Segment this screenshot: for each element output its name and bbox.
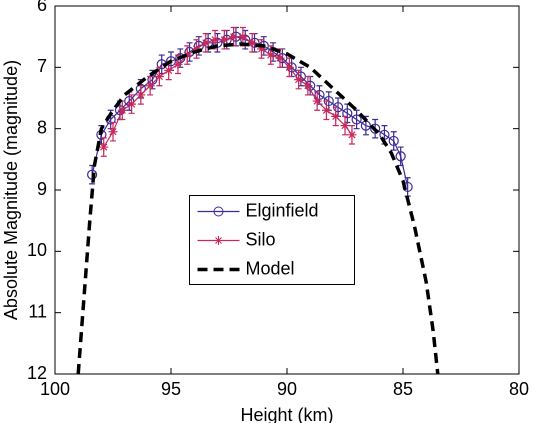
marker	[201, 38, 211, 48]
marker	[340, 121, 350, 131]
marker	[256, 44, 266, 54]
marker	[136, 90, 146, 100]
y-tick-label: 6	[37, 0, 47, 15]
marker	[395, 151, 406, 162]
error-bar	[397, 146, 404, 167]
marker	[182, 50, 192, 60]
y-axis-label: Absolute Magnitude (magnitude)	[1, 60, 21, 320]
x-tick-label: 100	[40, 379, 70, 399]
marker	[117, 105, 127, 115]
marker	[192, 44, 202, 54]
series-line	[76, 42, 440, 374]
legend-label: Silo	[246, 229, 276, 249]
x-axis-label: Height (km)	[240, 405, 333, 423]
plot-frame	[54, 5, 520, 375]
error-bar	[390, 131, 397, 151]
marker	[229, 32, 239, 42]
marker	[284, 62, 294, 72]
marker	[275, 53, 285, 63]
marker	[145, 81, 155, 91]
marker	[294, 75, 304, 85]
marker	[99, 142, 109, 152]
marker	[351, 114, 362, 125]
marker	[331, 111, 341, 121]
y-tick-label: 12	[27, 363, 47, 383]
y-tick-label: 9	[37, 179, 47, 199]
y-tick-label: 10	[27, 240, 47, 260]
marker	[303, 81, 313, 91]
marker	[312, 96, 322, 106]
x-tick-label: 85	[393, 379, 413, 399]
y-tick-label: 11	[28, 301, 47, 321]
x-tick-label: 80	[509, 379, 529, 399]
plot-area	[76, 26, 440, 374]
marker	[164, 65, 174, 75]
legend-marker	[214, 236, 223, 245]
marker	[154, 72, 164, 82]
series-line	[103, 36, 353, 148]
legend-label: Model	[246, 258, 295, 278]
marker	[238, 32, 248, 42]
marker	[219, 35, 229, 45]
marker	[370, 123, 381, 134]
x-tick-label: 95	[161, 379, 181, 399]
marker	[173, 59, 183, 69]
marker	[247, 38, 257, 48]
legend-marker	[213, 206, 224, 217]
marker	[108, 127, 118, 137]
y-tick-label: 7	[37, 56, 47, 76]
marker	[347, 130, 357, 140]
marker	[321, 105, 331, 115]
y-tick-label: 8	[37, 117, 47, 137]
marker	[342, 108, 353, 119]
legend-label: Elginfield	[246, 200, 319, 220]
x-tick-label: 90	[277, 379, 297, 399]
marker	[388, 135, 399, 147]
marker	[210, 35, 220, 45]
marker	[127, 99, 137, 109]
marker	[266, 50, 276, 60]
